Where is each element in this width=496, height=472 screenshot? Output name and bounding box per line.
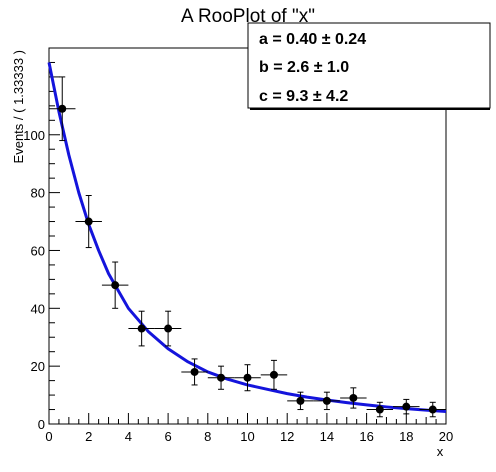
data-marker [84,217,93,226]
data-marker [111,281,120,290]
data-point [207,365,235,390]
data-point [313,391,341,411]
data-marker [322,396,331,405]
data-point [234,364,261,392]
data-marker [243,373,252,382]
fit-parameters-box: a = 0.40 ± 0.24 b = 2.6 ± 1.0 c = 9.3 ± … [247,22,491,110]
data-points-group [49,76,446,418]
data-marker [402,402,411,411]
data-point [366,401,394,418]
y-tick-label: 40 [31,301,45,316]
axis-tick-labels: 0 2 4 6 8 10 12 14 16 18 20 0 20 40 60 80 100 [23,128,453,444]
data-point [75,195,102,249]
stat-parameter-c: c = 9.3 ± 4.2 [259,88,348,105]
data-marker [269,370,278,379]
data-point [419,401,446,418]
data-point [49,76,76,142]
stat-parameter-b: b = 2.6 ± 1.0 [259,59,349,76]
x-tick-label: 20 [439,429,453,444]
y-tick-label: 100 [23,128,45,143]
x-tick-label: 14 [320,429,334,444]
data-point [154,310,182,347]
x-tick-label: 6 [164,429,171,444]
x-tick-label: 0 [45,429,52,444]
data-point [287,391,314,411]
y-tick-label: 60 [31,243,45,258]
data-point [101,261,129,309]
x-tick-label: 10 [240,429,254,444]
data-point [340,387,367,409]
x-axis-label: x [437,444,444,459]
data-marker [190,367,199,376]
x-tick-label: 12 [280,429,294,444]
stats-box-frame [247,22,491,109]
data-marker [296,396,305,405]
x-tick-label: 16 [359,429,373,444]
data-marker [375,405,384,414]
data-marker [58,104,67,113]
x-tick-label: 4 [125,429,132,444]
data-point [393,398,420,415]
y-axis-label: Events / ( 1.33333 ) [11,50,26,163]
data-marker [428,405,437,414]
stats-box-shadow [250,108,490,110]
data-point [128,310,155,347]
data-marker [349,393,358,402]
chart-title: A RooPlot of "x" [181,6,315,27]
x-tick-label: 8 [204,429,211,444]
data-marker [164,324,173,333]
y-tick-label: 0 [38,417,45,432]
data-marker [217,373,226,382]
data-point [260,359,288,390]
stat-parameter-a: a = 0.40 ± 0.24 [259,31,366,48]
data-point [181,358,208,386]
y-tick-label: 20 [31,359,45,374]
x-tick-label: 2 [85,429,92,444]
axis-ticks [48,47,447,425]
y-tick-label: 80 [31,186,45,201]
data-marker [137,324,146,333]
x-tick-label: 18 [399,429,413,444]
